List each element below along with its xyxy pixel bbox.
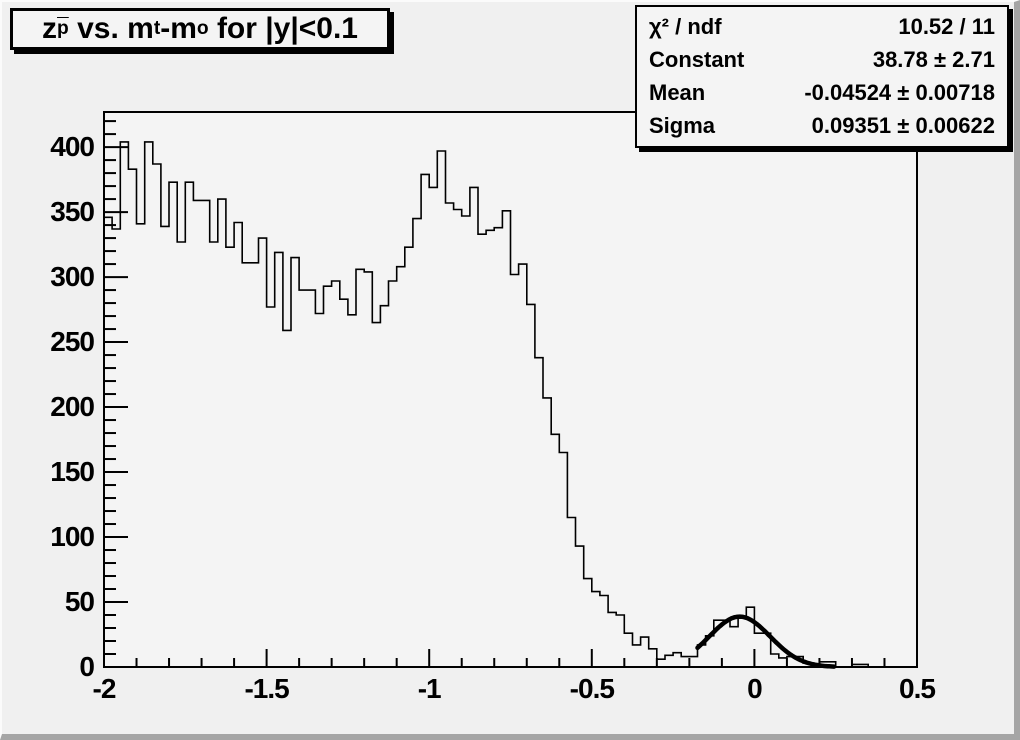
y-axis-tick-label: 350 (50, 196, 95, 228)
title-box: z p vs. m t -m o for |y|<0.1 (10, 8, 390, 50)
title-text-for-y: for |y|<0.1 (208, 12, 358, 45)
stat-value-sigma: 0.09351 ± 0.00622 (811, 112, 995, 138)
title-text-minus-m: -m (160, 12, 197, 45)
stat-row-constant: Constant 38.78 ± 2.71 (649, 47, 995, 73)
plot-frame (103, 111, 918, 668)
title-sub-t: t (153, 18, 161, 39)
stat-value-mean: -0.04524 ± 0.00718 (804, 79, 995, 105)
stat-value-chi2: 10.52 / 11 (898, 14, 995, 40)
stat-label-mean: Mean (649, 79, 706, 105)
stat-row-chi2: χ² / ndf 10.52 / 11 (649, 14, 995, 40)
y-axis-tick-label: 100 (50, 521, 95, 553)
y-axis-tick-label: 200 (50, 391, 95, 423)
fit-stats-box: χ² / ndf 10.52 / 11 Constant 38.78 ± 2.7… (635, 5, 1009, 148)
y-axis-tick-label: 250 (50, 326, 95, 358)
stat-label-sigma: Sigma (649, 112, 716, 138)
y-axis-tick-label: 400 (50, 131, 95, 163)
x-axis-tick-label: -2 (92, 673, 117, 704)
title-text-vs-m: vs. m (68, 12, 154, 45)
stat-label-constant: Constant (649, 47, 745, 73)
stat-label-chi2: χ² / ndf (649, 14, 722, 40)
y-axis-tick-label: 150 (50, 456, 95, 488)
histogram-path (103, 141, 917, 668)
x-axis-tick-label: -0.5 (569, 673, 615, 704)
x-axis-tick-label: -1.5 (244, 673, 289, 704)
y-axis-tick-label: 50 (64, 586, 95, 617)
title-text-z: z (42, 12, 58, 45)
y-axis-tick-label: 300 (50, 261, 95, 293)
stat-row-sigma: Sigma 0.09351 ± 0.00622 (649, 113, 995, 139)
title-sub-o: o (196, 18, 209, 39)
title-sub-pbar: p (57, 18, 69, 39)
x-axis-tick-label: -1 (417, 673, 442, 704)
y-axis-tick-label: 0 (79, 651, 95, 682)
stat-row-mean: Mean -0.04524 ± 0.00718 (649, 80, 995, 106)
gaussian-fit-curve (695, 614, 837, 669)
x-axis-tick-label: 0 (747, 673, 763, 704)
stat-value-constant: 38.78 ± 2.71 (872, 47, 995, 73)
x-axis-tick-label: 0.5 (899, 673, 936, 704)
